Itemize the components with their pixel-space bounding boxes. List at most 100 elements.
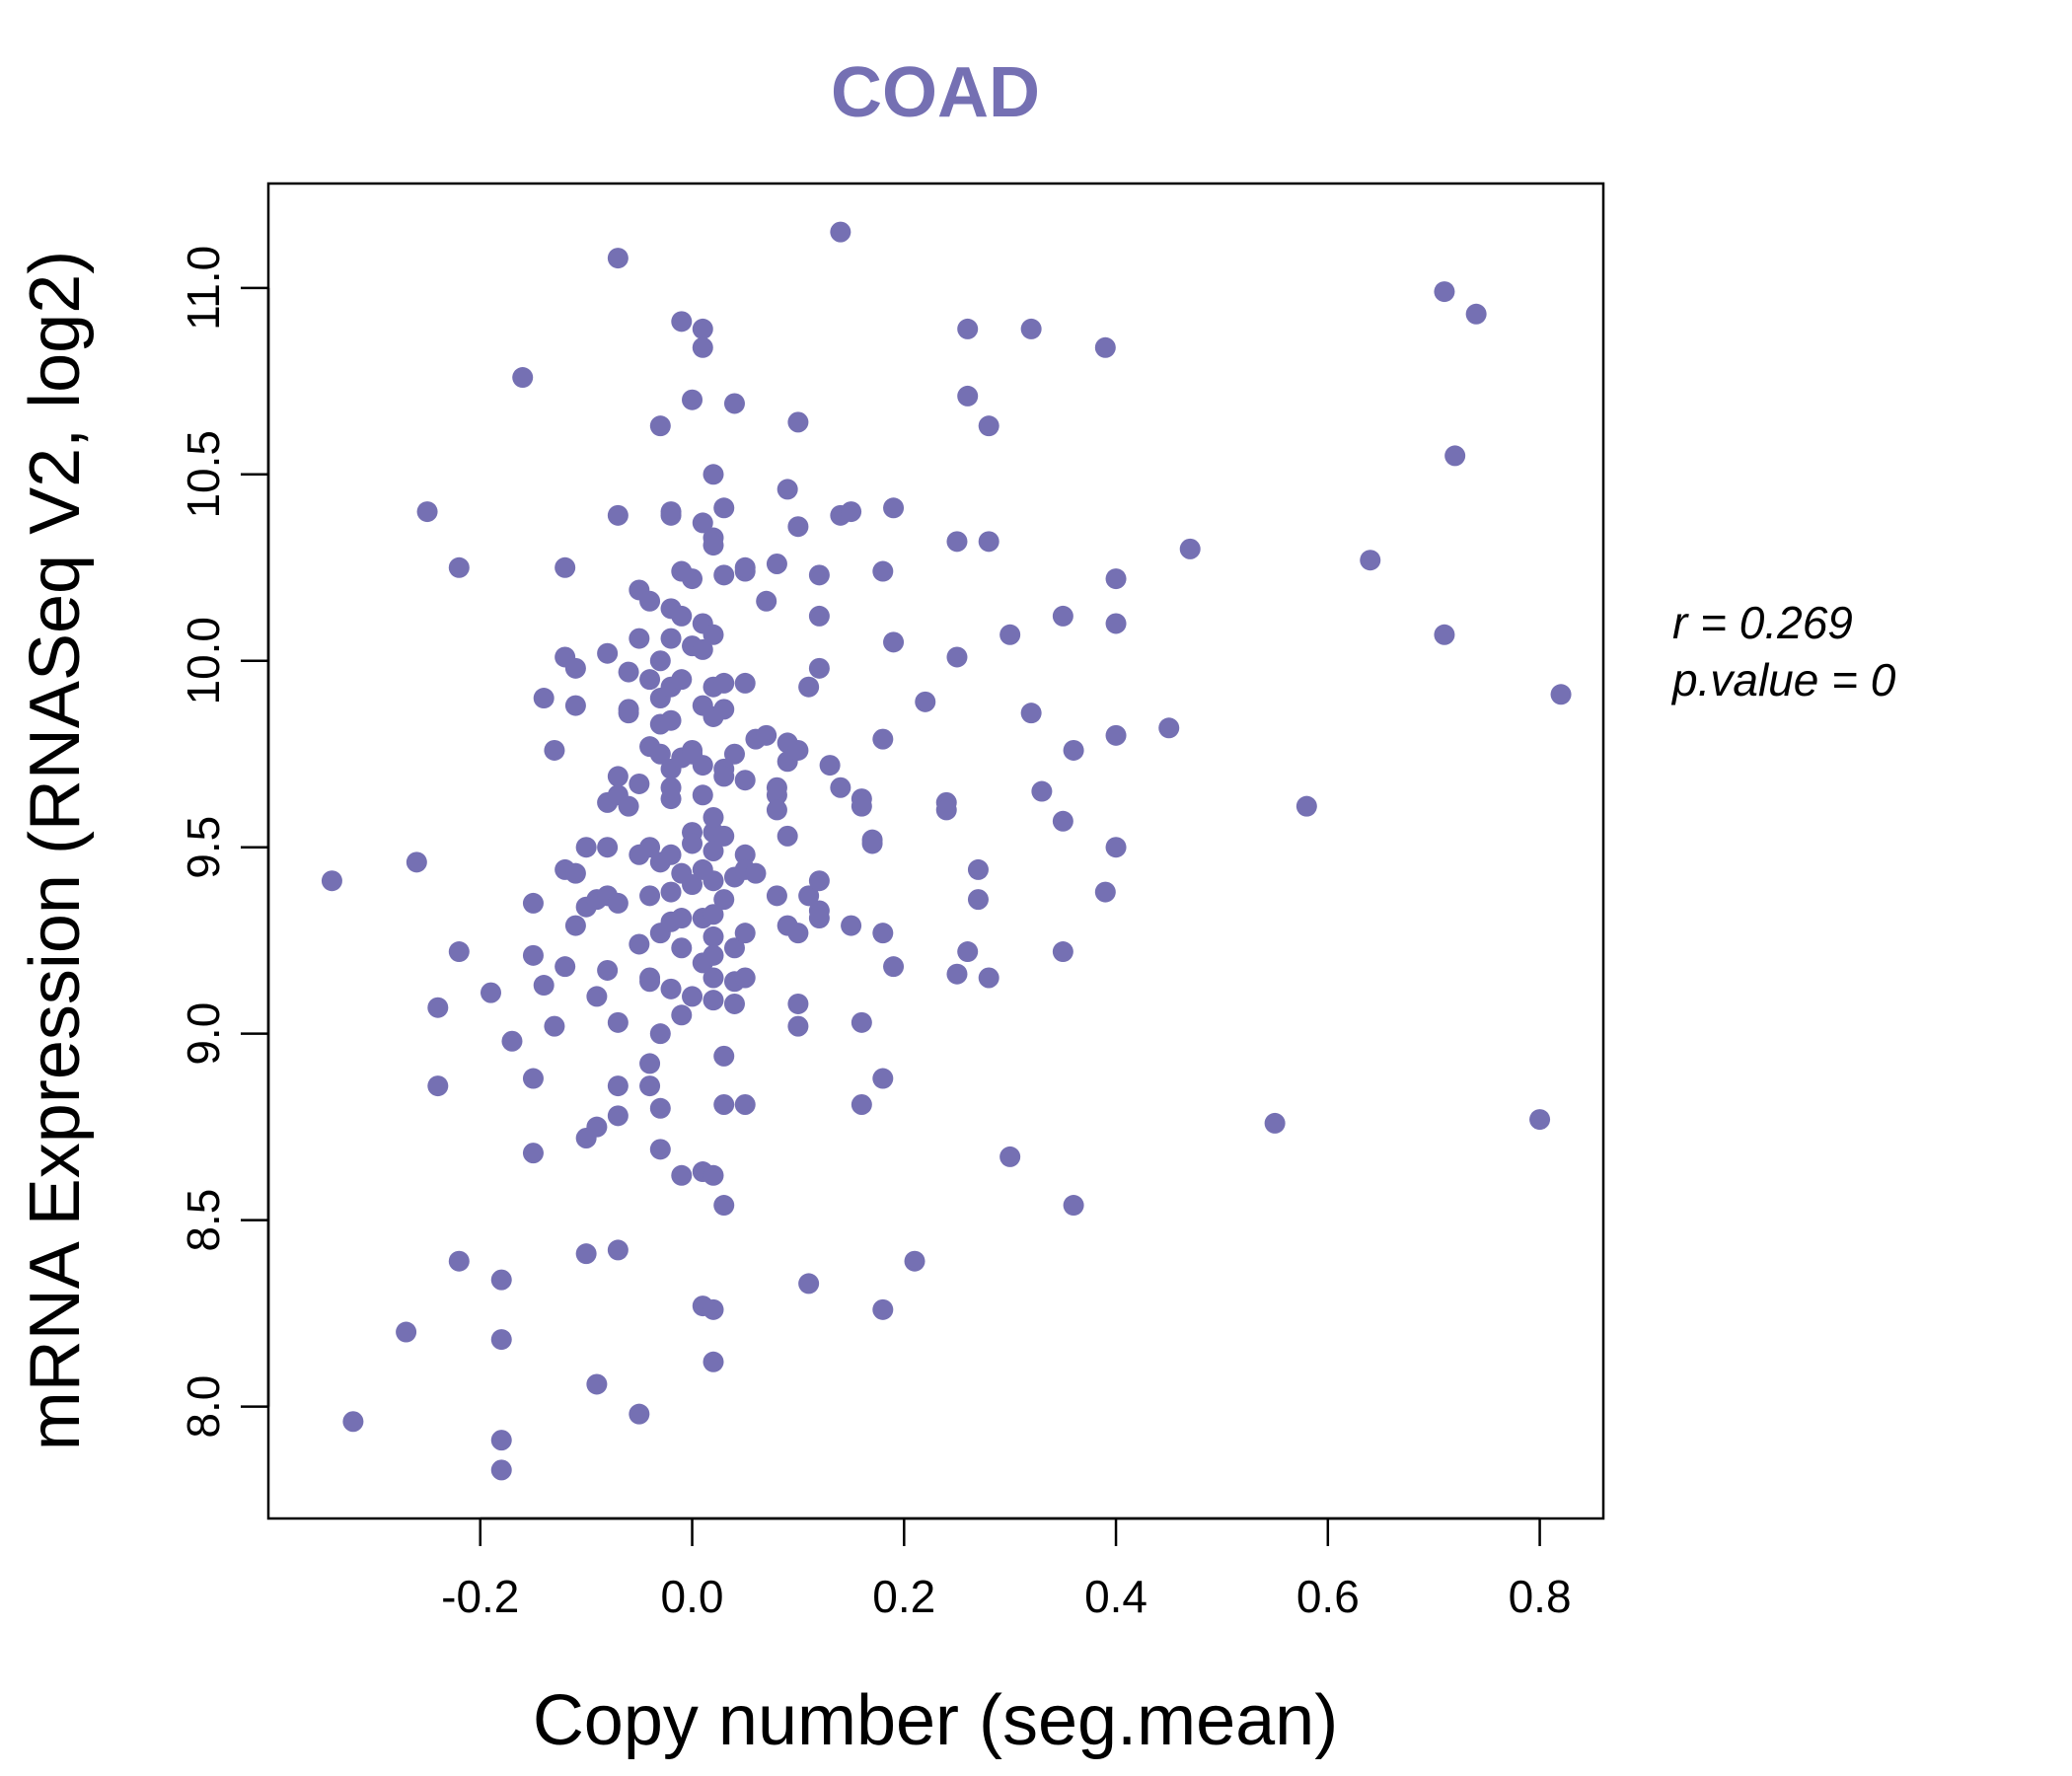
data-point — [703, 624, 724, 645]
data-point — [692, 638, 713, 660]
data-point — [713, 497, 735, 519]
data-point — [512, 367, 534, 389]
data-point — [1434, 624, 1455, 645]
data-point — [629, 773, 650, 794]
data-point — [618, 699, 639, 720]
data-point — [967, 889, 989, 911]
data-point — [703, 464, 724, 485]
data-point — [1105, 568, 1127, 590]
data-point — [1105, 613, 1127, 634]
data-point — [671, 1004, 693, 1026]
data-point — [713, 672, 735, 694]
x-axis-title: Copy number (seg.mean) — [533, 1681, 1338, 1760]
data-point — [597, 959, 619, 981]
data-point — [618, 795, 639, 817]
data-point — [872, 1298, 894, 1320]
data-point — [597, 837, 619, 858]
data-point — [787, 1015, 809, 1037]
data-point — [533, 688, 555, 709]
data-point — [819, 755, 841, 777]
data-point — [978, 415, 999, 437]
data-point — [649, 1097, 671, 1119]
data-point — [660, 628, 682, 649]
data-point — [682, 874, 703, 896]
data-point — [1179, 538, 1201, 559]
data-point — [1264, 1112, 1286, 1134]
data-point — [787, 516, 809, 538]
data-point — [978, 967, 999, 989]
data-point — [1550, 684, 1572, 705]
data-point — [586, 986, 608, 1007]
data-point — [999, 1146, 1021, 1167]
y-axis-title: mRNA Expression (RNASeq V2, log2) — [16, 251, 95, 1450]
data-points — [321, 221, 1572, 1481]
data-point — [682, 833, 703, 854]
p-value-label: p.value = 0 — [1670, 654, 1896, 705]
data-point — [490, 1329, 512, 1351]
data-point — [787, 739, 809, 761]
x-tick-label: 0.8 — [1509, 1571, 1572, 1622]
data-point — [798, 885, 820, 907]
data-point — [957, 941, 979, 963]
data-point — [798, 676, 820, 698]
data-point — [671, 669, 693, 691]
data-point — [555, 956, 576, 978]
y-tick-label: 10.0 — [178, 617, 229, 705]
data-point — [703, 967, 724, 989]
data-point — [660, 777, 682, 798]
y-axis: 8.0 8.5 9.0 9.5 10.0 10.5 11.0 — [178, 246, 270, 1439]
data-point — [756, 590, 777, 612]
data-point — [798, 1273, 820, 1295]
data-point — [448, 556, 470, 578]
data-point — [671, 908, 693, 929]
data-point — [883, 497, 905, 519]
data-point — [703, 535, 724, 556]
data-point — [808, 605, 830, 627]
data-point — [490, 1459, 512, 1481]
data-point — [872, 728, 894, 750]
data-point — [649, 1023, 671, 1045]
data-point — [703, 990, 724, 1011]
data-point — [607, 1239, 629, 1261]
x-tick-label: 0.6 — [1296, 1571, 1360, 1622]
data-point — [607, 1011, 629, 1033]
data-point — [629, 1403, 650, 1425]
data-point — [1444, 445, 1466, 467]
data-point — [723, 743, 745, 765]
data-point — [1158, 717, 1180, 739]
data-point — [723, 393, 745, 414]
data-point — [586, 1116, 608, 1138]
data-point — [671, 1164, 693, 1186]
y-tick-label: 8.5 — [178, 1189, 229, 1252]
data-point — [766, 885, 787, 907]
data-point — [703, 904, 724, 925]
data-point — [342, 1411, 364, 1433]
data-point — [1360, 550, 1381, 571]
data-point — [649, 1139, 671, 1160]
data-point — [808, 657, 830, 679]
data-point — [703, 1351, 724, 1372]
data-point — [787, 411, 809, 433]
plot-area-frame — [266, 182, 1605, 1520]
x-tick-label: -0.2 — [441, 1571, 519, 1622]
data-point — [1031, 780, 1053, 802]
data-point — [946, 963, 968, 985]
data-point — [904, 1250, 925, 1272]
data-point — [481, 982, 501, 1003]
data-point — [830, 777, 851, 798]
y-tick-label: 9.0 — [178, 1002, 229, 1066]
data-point — [1052, 605, 1073, 627]
data-point — [639, 1053, 661, 1074]
data-point — [808, 908, 830, 929]
data-point — [1434, 281, 1455, 303]
data-point — [671, 311, 693, 333]
data-point — [978, 531, 999, 553]
data-point — [692, 336, 713, 358]
data-point — [692, 318, 713, 339]
data-point — [713, 564, 735, 586]
data-point — [427, 997, 449, 1018]
data-point — [692, 512, 713, 534]
data-point — [1105, 837, 1127, 858]
data-point — [713, 825, 735, 847]
data-point — [851, 1011, 872, 1033]
